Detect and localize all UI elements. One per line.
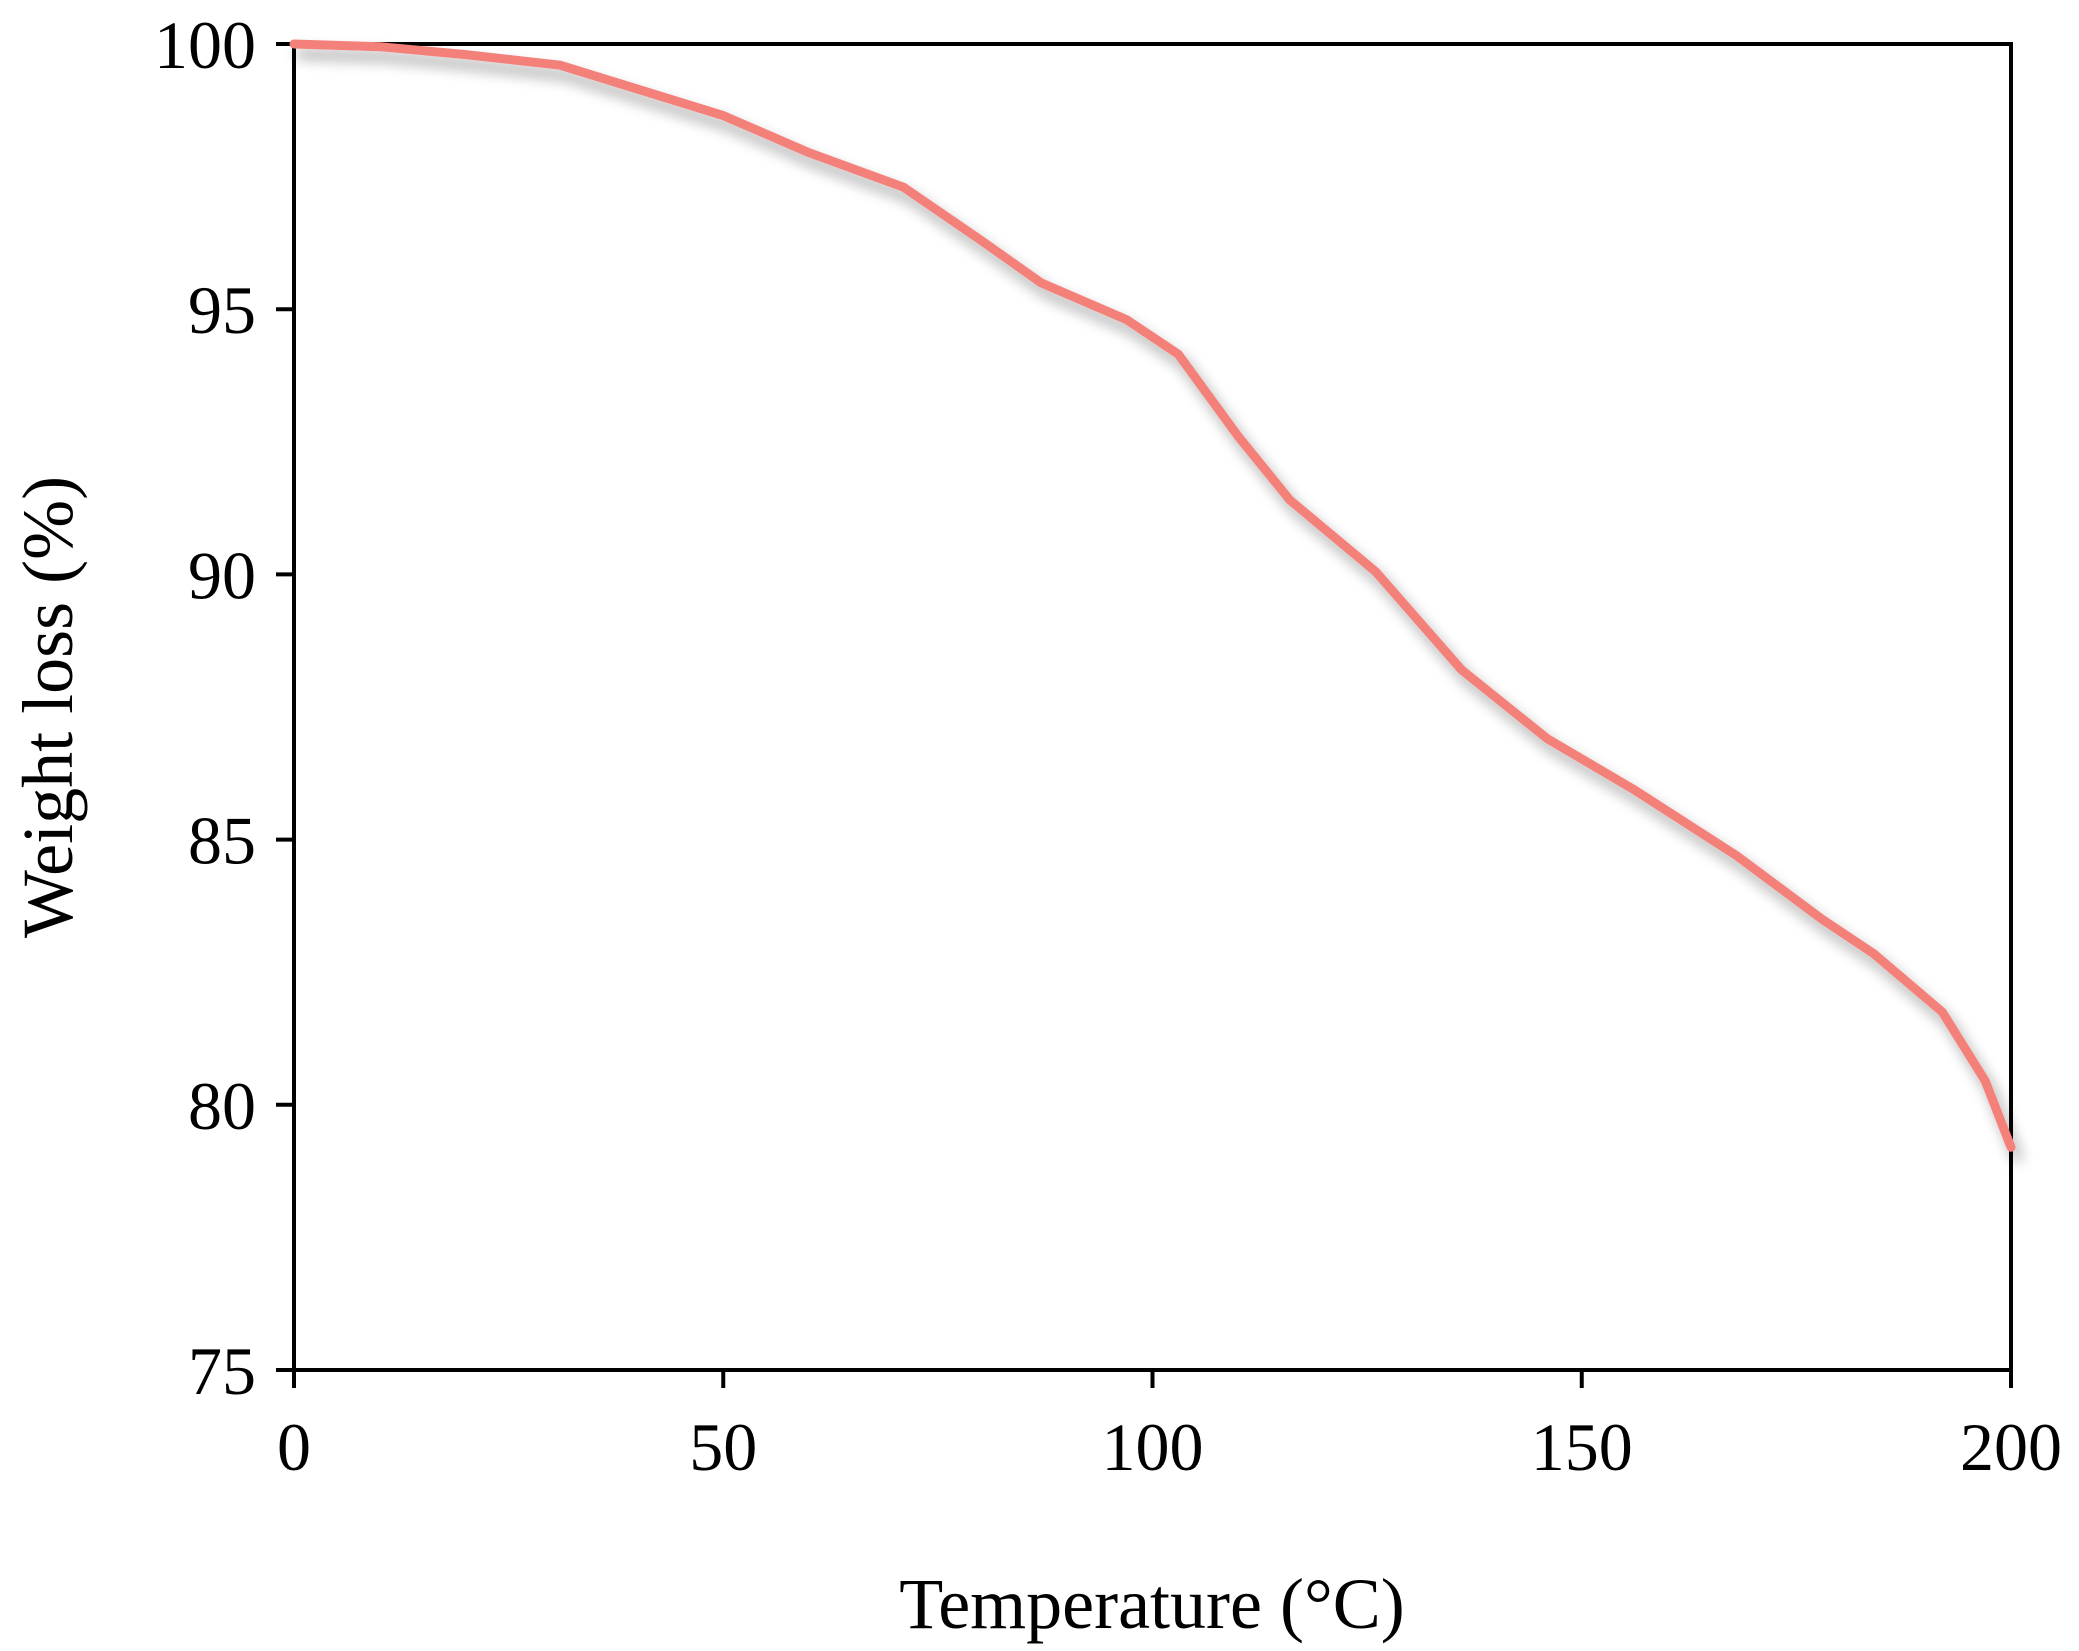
y-tick-label: 95 xyxy=(188,272,256,348)
y-ticks: 75 80 85 90 95 100 xyxy=(154,7,294,1409)
series-line xyxy=(289,39,2016,1152)
x-tick-label: 100 xyxy=(1102,1409,1204,1485)
y-axis-title: Weight loss (%) xyxy=(8,476,88,938)
x-tick-label: 0 xyxy=(277,1409,311,1485)
x-axis-title: Temperature (°C) xyxy=(899,1564,1405,1644)
x-tick-label: 50 xyxy=(689,1409,757,1485)
plot-frame xyxy=(292,42,2013,1372)
x-ticks: 0 50 100 150 200 xyxy=(277,1370,2062,1485)
y-tick-label: 90 xyxy=(188,537,256,613)
x-tick-label: 200 xyxy=(1960,1409,2062,1485)
y-tick-label: 75 xyxy=(188,1333,256,1409)
y-tick-label: 100 xyxy=(154,7,256,83)
x-tick-label: 150 xyxy=(1531,1409,1633,1485)
series-layer xyxy=(289,39,2016,1152)
y-tick-label: 80 xyxy=(188,1068,256,1144)
y-tick-label: 85 xyxy=(188,803,256,879)
